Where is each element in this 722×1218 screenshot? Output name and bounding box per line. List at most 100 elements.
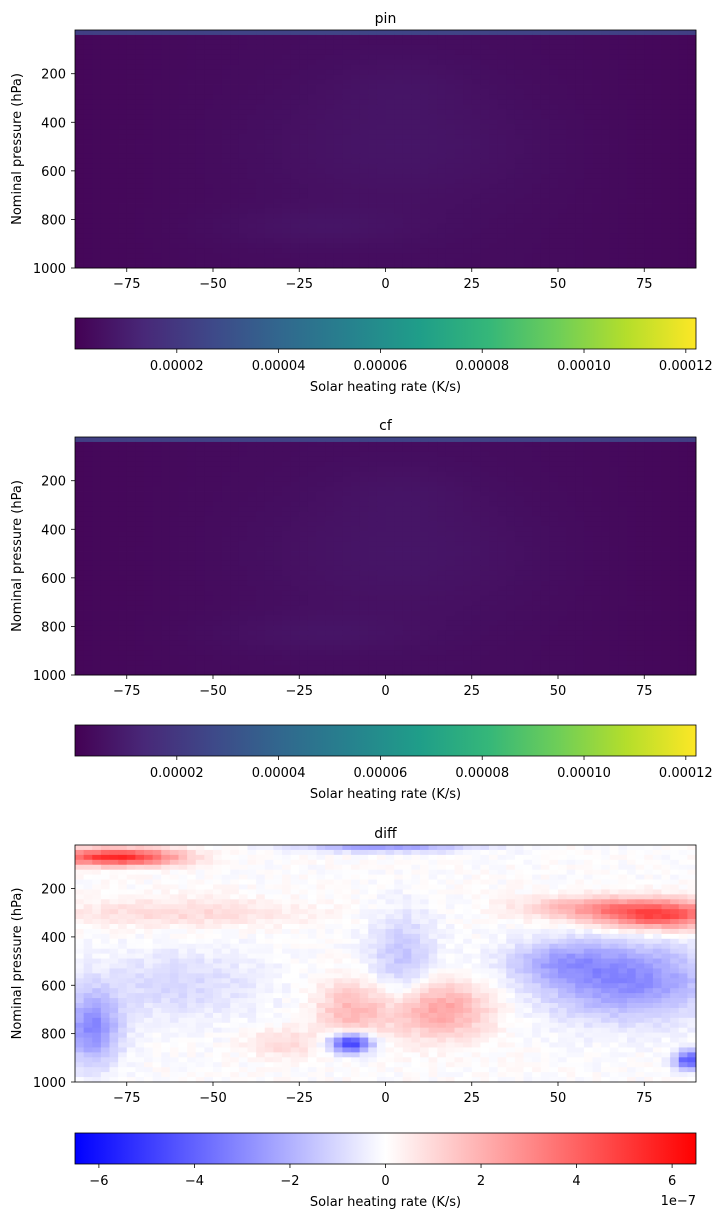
heatmap-cell	[109, 34, 119, 41]
heatmap-cell	[152, 99, 162, 105]
heatmap-cell	[152, 476, 162, 483]
heatmap-cell	[144, 44, 154, 51]
heatmap-cell	[342, 149, 352, 155]
heatmap-cell	[204, 481, 214, 487]
heatmap-cell	[549, 437, 559, 443]
heatmap-cell	[169, 49, 179, 56]
heatmap-cell	[411, 441, 421, 448]
colorbar-tick-label: 0.00008	[455, 359, 509, 374]
heatmap-cell	[558, 178, 568, 185]
heatmap-cell	[532, 30, 542, 36]
heatmap-cell	[471, 183, 481, 190]
heatmap-cell	[489, 183, 499, 190]
heatmap-cell	[213, 163, 223, 170]
heatmap-cell	[644, 203, 654, 209]
heatmap-cell	[307, 501, 317, 507]
heatmap-cell	[273, 228, 283, 234]
heatmap-cell	[144, 446, 154, 453]
heatmap-cell	[463, 516, 473, 522]
heatmap-cell	[178, 506, 188, 512]
heatmap-cell	[514, 64, 524, 71]
heatmap-cell	[256, 446, 266, 453]
heatmap-cell	[609, 456, 619, 463]
heatmap-cell	[256, 39, 266, 46]
heatmap-cell	[75, 183, 85, 190]
heatmap-cell	[152, 228, 162, 234]
heatmap-cell	[618, 104, 628, 110]
heatmap-cell	[109, 437, 119, 443]
heatmap-cell	[264, 536, 274, 542]
heatmap-cell	[514, 218, 524, 224]
heatmap-cell	[351, 456, 361, 463]
heatmap-cell	[118, 248, 128, 254]
heatmap-cell	[454, 491, 464, 497]
heatmap-cell	[514, 516, 524, 522]
heatmap-cell	[609, 64, 619, 71]
heatmap-cell	[204, 39, 214, 46]
heatmap-cell	[463, 183, 473, 190]
heatmap-cell	[325, 208, 335, 214]
heatmap-cell	[437, 30, 447, 36]
heatmap-cell	[540, 263, 550, 269]
heatmap-cell	[359, 158, 369, 165]
heatmap-cell	[109, 461, 119, 468]
heatmap-cell	[687, 99, 697, 105]
heatmap-cell	[333, 496, 343, 502]
heatmap-cell	[100, 451, 110, 458]
heatmap-cell	[264, 129, 274, 135]
heatmap-cell	[566, 208, 576, 214]
heatmap-cell	[316, 193, 326, 199]
heatmap-cell	[204, 168, 214, 175]
heatmap-cell	[118, 233, 128, 239]
heatmap-cell	[152, 243, 162, 249]
heatmap-cell	[609, 501, 619, 507]
heatmap-cell	[213, 109, 223, 115]
heatmap-cell	[204, 114, 214, 120]
heatmap-cell	[644, 84, 654, 90]
heatmap-cell	[290, 511, 300, 517]
heatmap-cell	[394, 233, 404, 239]
heatmap-cell	[549, 446, 559, 453]
heatmap-cell	[532, 69, 542, 76]
heatmap-cell	[290, 49, 300, 56]
heatmap-cell	[376, 139, 386, 145]
heatmap-cell	[661, 114, 671, 120]
heatmap-cell	[670, 79, 680, 85]
heatmap-cell	[385, 501, 395, 507]
heatmap-cell	[273, 163, 283, 170]
heatmap-cell	[178, 163, 188, 170]
heatmap-cell	[135, 79, 145, 85]
heatmap-cell	[230, 34, 240, 41]
heatmap-cell	[83, 89, 93, 95]
heatmap-cell	[540, 476, 550, 483]
heatmap-cell	[471, 178, 481, 185]
heatmap-cell	[420, 486, 430, 492]
heatmap-cell	[575, 218, 585, 224]
heatmap-cell	[100, 163, 110, 170]
heatmap-cell	[307, 437, 317, 443]
heatmap-cell	[75, 471, 85, 478]
heatmap-cell	[420, 168, 430, 175]
heatmap-cell	[592, 203, 602, 209]
heatmap-cell	[635, 134, 645, 140]
heatmap-cell	[247, 188, 257, 195]
heatmap-cell	[678, 188, 688, 195]
heatmap-cell	[411, 466, 421, 473]
heatmap-cell	[618, 521, 628, 527]
heatmap-cell	[325, 158, 335, 165]
heatmap-cell	[351, 39, 361, 46]
heatmap-cell	[678, 114, 688, 120]
heatmap-cell	[652, 139, 662, 145]
heatmap-cell	[152, 218, 162, 224]
heatmap-cell	[316, 208, 326, 214]
heatmap-cell	[558, 456, 568, 463]
heatmap-cell	[420, 248, 430, 254]
heatmap-cell	[445, 163, 455, 170]
heatmap-cell	[532, 99, 542, 105]
heatmap-cell	[118, 114, 128, 120]
heatmap-cell	[687, 149, 697, 155]
heatmap-cell	[437, 218, 447, 224]
heatmap-cell	[342, 501, 352, 507]
heatmap-cell	[583, 481, 593, 487]
heatmap-cell	[670, 531, 680, 537]
